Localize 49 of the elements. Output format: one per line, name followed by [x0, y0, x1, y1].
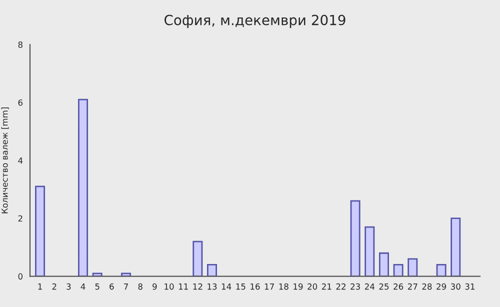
bar: [393, 264, 404, 276]
x-tick-label: 24: [364, 283, 374, 290]
x-tick-label: 12: [193, 283, 202, 290]
x-tick-label: 29: [436, 283, 446, 290]
x-tick-label: 27: [408, 283, 418, 290]
x-tick-label: 1: [38, 284, 42, 290]
x-tick-label: 6: [110, 283, 114, 290]
x-tick-label: 7: [124, 284, 128, 290]
y-tick-label: 2: [18, 215, 22, 222]
y-tick-label: 4: [18, 158, 23, 164]
x-tick-label: 17: [264, 284, 274, 290]
x-tick-label: 16: [250, 283, 260, 290]
bar: [408, 258, 418, 276]
x-tick-label: 8: [138, 283, 142, 290]
bar: [450, 218, 461, 276]
x-tick-label: 5: [95, 284, 100, 290]
x-tick-label: 10: [164, 283, 174, 290]
x-tick-label: 13: [208, 283, 217, 290]
x-tick-label: 15: [236, 284, 246, 290]
x-tick-label: 31: [465, 283, 474, 290]
y-tick-label: 0: [18, 273, 22, 280]
bar: [350, 200, 360, 276]
x-tick-label: 22: [336, 283, 346, 290]
x-tick-label: 14: [222, 284, 232, 290]
x-tick-label: 21: [322, 283, 332, 290]
y-tick-label: 6: [18, 99, 23, 106]
x-tick-label: 19: [294, 283, 303, 290]
x-tick-label: 4: [80, 284, 86, 290]
x-tick-label: 26: [394, 283, 404, 290]
bar: [207, 264, 217, 276]
x-tick-label: 11: [178, 284, 188, 290]
bar: [364, 226, 375, 276]
chart-title: София, м.декември 2019: [164, 14, 346, 28]
x-tick-label: 3: [66, 283, 71, 290]
bar: [192, 240, 203, 276]
x-tick-label: 18: [279, 283, 288, 290]
x-tick-label: 28: [422, 283, 432, 290]
x-tick-label: 30: [450, 283, 460, 290]
x-tick-label: 20: [308, 283, 318, 290]
bar: [436, 264, 446, 276]
bar: [78, 98, 88, 276]
x-tick-label: 25: [379, 283, 389, 290]
bar: [378, 252, 389, 276]
x-tick-label: 2: [52, 283, 56, 290]
x-tick-label: 23: [350, 283, 360, 290]
x-tick-label: 9: [152, 283, 157, 290]
y-axis-title: Количество валеж [mm]: [1, 107, 9, 214]
bar: [35, 186, 46, 276]
y-tick-label: 8: [18, 41, 22, 48]
